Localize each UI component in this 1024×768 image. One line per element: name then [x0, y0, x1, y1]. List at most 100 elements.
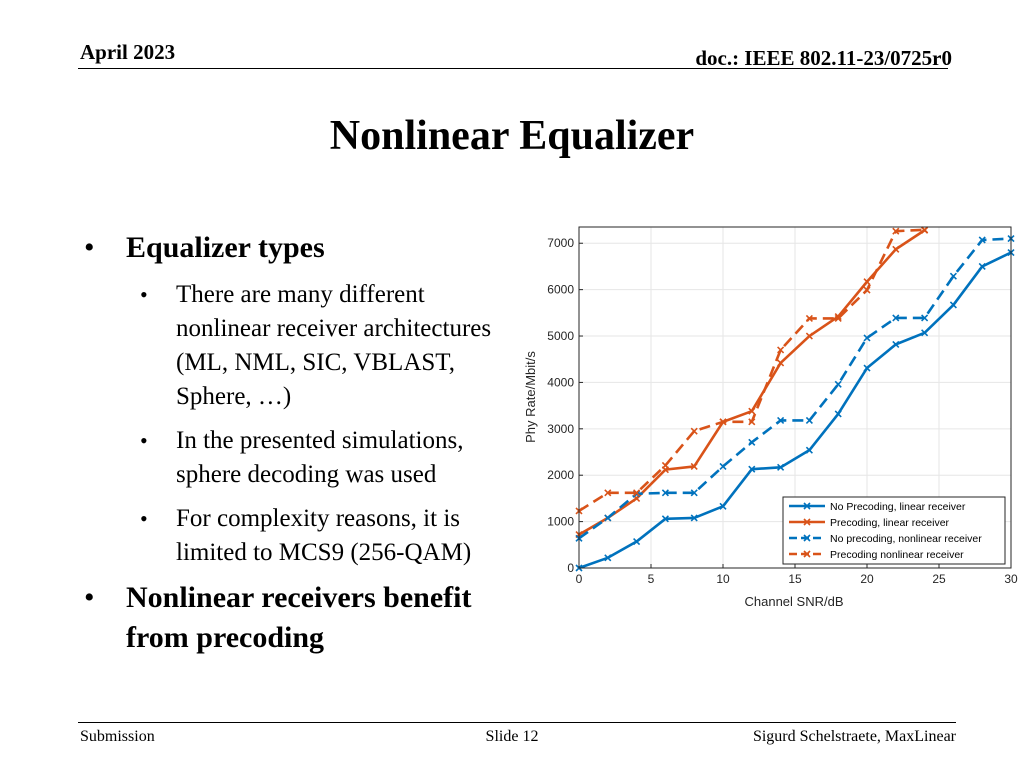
data-point [978, 236, 986, 244]
footer-submission: Submission [80, 728, 155, 745]
data-point [805, 416, 813, 425]
sub-bullet-sphere-decoding: • In the presented simulations, sphere d… [84, 424, 524, 492]
y-tick-label: 5000 [547, 329, 574, 343]
data-point [803, 518, 811, 526]
sub-bullet-glyph: • [140, 428, 148, 453]
footer-author: Sigurd Schelstraete, MaxLinear [752, 728, 956, 745]
header-date: April 2023 [80, 40, 176, 64]
sub-bullet-glyph: • [140, 282, 148, 307]
y-tick-label: 1000 [547, 515, 574, 529]
chart-ylabel: Phy Rate/Mbit/s [523, 351, 538, 443]
y-tick-label: 4000 [547, 375, 574, 389]
data-point [748, 418, 756, 426]
data-point [777, 416, 785, 425]
data-point [633, 537, 641, 546]
data-point [690, 462, 698, 470]
chart-xlabel: Channel SNR/dB [745, 594, 844, 609]
data-point [803, 502, 811, 510]
bullet-equalizer-types: • Equalizer types [84, 228, 524, 268]
data-point [921, 314, 929, 322]
x-tick-label: 0 [576, 572, 583, 586]
data-point [777, 359, 785, 367]
bullet-glyph: • [84, 581, 95, 614]
legend-label: No precoding, nonlinear receiver [830, 533, 982, 545]
data-point [604, 489, 612, 497]
x-tick-label: 20 [860, 572, 874, 586]
sub-bullet-text: For complexity reasons, it is limited to… [176, 505, 472, 566]
data-point [604, 514, 612, 522]
x-tick-label: 10 [716, 572, 730, 586]
y-tick-label: 0 [567, 561, 574, 575]
x-tick-label: 5 [648, 572, 655, 586]
legend-label: Precoding, linear receiver [830, 517, 950, 529]
data-point [892, 340, 900, 348]
bullet-nonlinear-benefit: • Nonlinear receivers benefit from preco… [84, 578, 524, 658]
series-4 [575, 226, 929, 515]
y-tick-label: 3000 [547, 422, 574, 436]
data-point [834, 312, 842, 321]
data-point [633, 489, 641, 497]
series-line [578, 251, 1012, 570]
data-point [661, 461, 669, 470]
data-point [803, 550, 811, 558]
data-point [805, 332, 813, 340]
data-point [777, 463, 785, 471]
data-point [892, 227, 900, 235]
sub-bullet-text: There are many different nonlinear recei… [176, 281, 492, 410]
series-2 [575, 226, 929, 539]
legend-label: No Precoding, linear receiver [830, 501, 966, 513]
data-point [892, 245, 900, 253]
data-point [690, 427, 698, 435]
data-point [834, 314, 842, 322]
chart-axes: 0 5 10 15 20 25 30 0 1000 2000 3000 4000 5000 6000 700… [547, 226, 1018, 586]
data-point [777, 346, 785, 354]
series-1 [575, 248, 1015, 572]
data-point [604, 554, 612, 562]
data-point [834, 410, 842, 418]
data-point [863, 334, 871, 342]
sub-bullet-text: In the presented simulations, sphere dec… [176, 427, 464, 488]
sub-bullet-complexity: • For complexity reasons, it is limited … [84, 502, 524, 570]
chart-svg: 0 5 10 15 20 25 30 0 1000 2000 3000 4000 5000 6000 700… [523, 226, 1018, 609]
sub-bullet-architectures: • There are many different nonlinear rec… [84, 278, 524, 414]
y-tick-label: 6000 [547, 283, 574, 297]
x-tick-label: 15 [788, 572, 802, 586]
bullet-text: Nonlinear receivers benefit from precodi… [126, 581, 472, 654]
data-point [949, 301, 957, 309]
header-doc-id: doc.: IEEE 802.11-23/0725r0 [695, 46, 952, 70]
bullet-text: Equalizer types [126, 231, 325, 264]
footer-slide-number: Slide 12 [485, 728, 539, 745]
data-point [805, 314, 813, 322]
data-point [805, 446, 813, 454]
data-point [978, 262, 986, 271]
bullet-list: • Equalizer types • There are many diffe… [84, 228, 524, 658]
legend-label: Precoding nonlinear receiver [830, 549, 964, 561]
data-point [892, 314, 900, 322]
data-point [719, 418, 727, 426]
data-point [834, 380, 842, 388]
chart-series-layer [575, 226, 1015, 572]
slide-title: Nonlinear Equalizer [329, 113, 695, 159]
sub-bullet-glyph: • [140, 506, 148, 531]
data-point [748, 407, 756, 415]
data-point [863, 286, 871, 294]
data-point [748, 438, 756, 446]
x-tick-label: 30 [1004, 572, 1018, 586]
phy-rate-chart: 0 5 10 15 20 25 30 0 1000 2000 3000 4000 5000 6000 700… [518, 222, 1024, 614]
chart-legend: No Precoding, linear receiver Precoding, … [782, 496, 1006, 565]
x-tick-label: 25 [932, 572, 946, 586]
data-point [863, 278, 871, 286]
data-point [863, 364, 871, 372]
data-point [719, 502, 727, 510]
data-point [690, 514, 698, 522]
series-line [578, 237, 1012, 540]
data-point [661, 515, 669, 523]
data-point [921, 329, 929, 337]
y-tick-label: 7000 [547, 236, 574, 250]
bullet-glyph: • [84, 231, 95, 264]
header-divider [78, 68, 948, 69]
footer-divider [78, 722, 956, 723]
data-point [719, 462, 727, 470]
data-point [748, 465, 756, 473]
data-point [690, 489, 698, 497]
